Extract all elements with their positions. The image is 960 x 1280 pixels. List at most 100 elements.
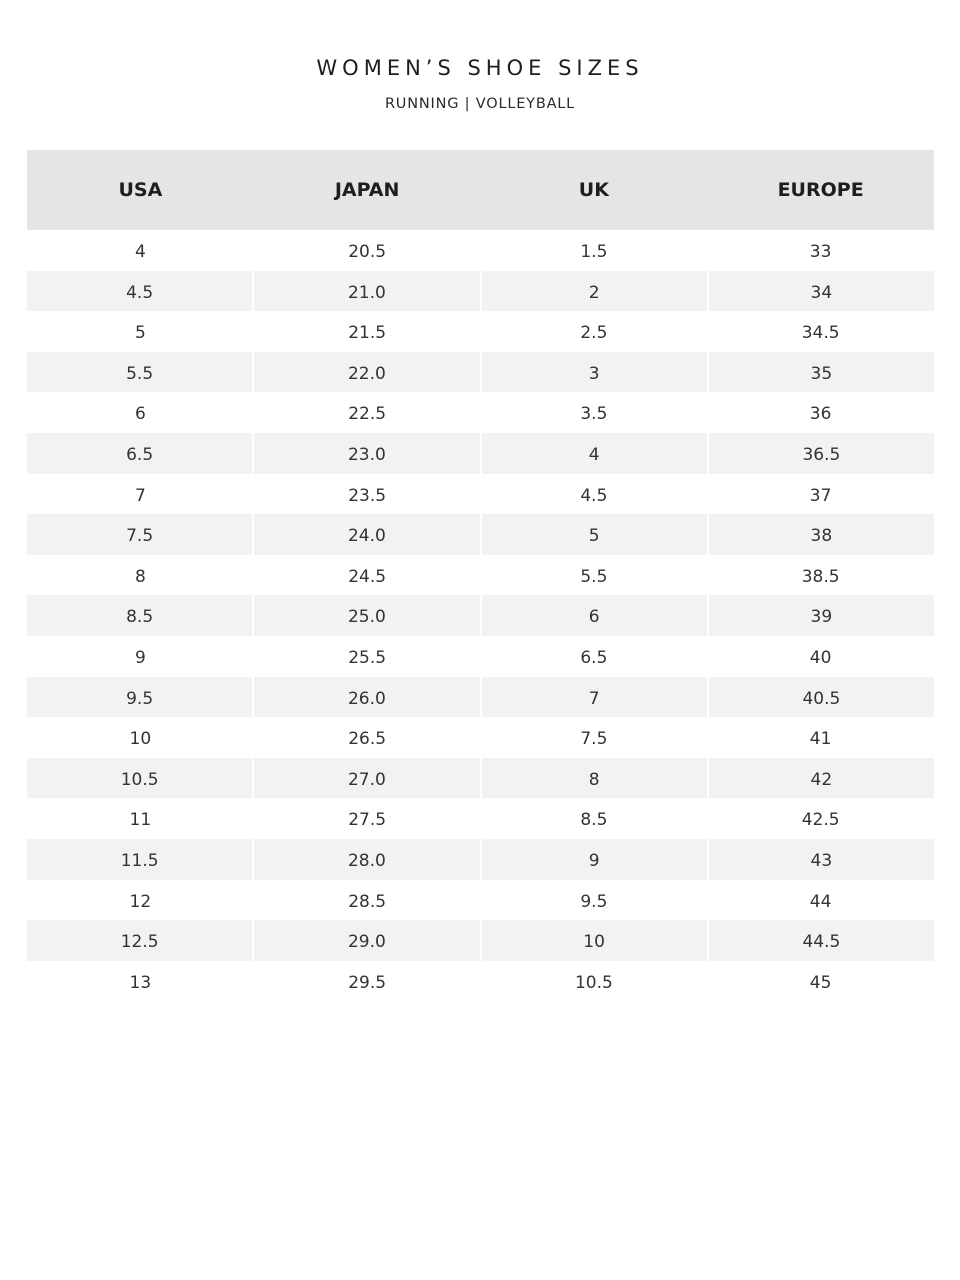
cell-uk: 6.5 — [580, 647, 608, 668]
table-body: 4 20.5 1.5 33 4.5 21.0 2 34 5 21.5 2.5 34.5 5.5 22.0 3… — [27, 230, 934, 1001]
table-row: 6 22.5 3.5 36 — [27, 392, 934, 433]
cell-europe: 38.5 — [801, 566, 840, 587]
cell-usa: 11.5 — [27, 838, 253, 880]
cell-japan: 24.0 — [252, 514, 480, 555]
cell-uk: 4.5 — [580, 485, 608, 506]
cell-europe: 43 — [706, 838, 934, 880]
cell-europe: 40.5 — [706, 676, 934, 718]
table-row: 10.5 27.0 8 42 — [27, 757, 934, 799]
cell-europe: 40 — [809, 647, 832, 668]
cell-uk: 5 — [479, 514, 707, 555]
cell-uk: 7 — [479, 676, 707, 718]
cell-usa: 9 — [134, 647, 146, 668]
cell-uk: 3.5 — [580, 404, 608, 425]
table-row: 5.5 22.0 3 35 — [27, 351, 934, 393]
cell-europe: 34 — [706, 270, 934, 312]
cell-japan: 25.5 — [348, 647, 387, 668]
cell-uk: 9 — [479, 838, 707, 880]
cell-japan: 29.5 — [348, 972, 387, 993]
page-subtitle: RUNNING | VOLLEYBALL — [384, 96, 576, 112]
cell-uk: 5.5 — [580, 566, 608, 587]
cell-europe: 34.5 — [801, 323, 840, 344]
cell-usa: 5 — [134, 323, 146, 344]
cell-usa: 12.5 — [27, 920, 253, 961]
cell-uk: 8 — [479, 757, 707, 799]
cell-europe: 44 — [809, 891, 832, 912]
cell-uk: 2.5 — [580, 323, 608, 344]
cell-japan: 28.0 — [252, 838, 480, 880]
table-row: 8 24.5 5.5 38.5 — [27, 555, 934, 596]
cell-japan: 22.5 — [348, 404, 387, 425]
cell-uk: 3 — [479, 351, 707, 393]
cell-usa: 9.5 — [27, 676, 253, 718]
cell-japan: 27.5 — [348, 810, 387, 831]
cell-europe: 35 — [706, 351, 934, 393]
table-row: 4 20.5 1.5 33 — [27, 230, 934, 271]
cell-usa: 10.5 — [27, 757, 253, 799]
cell-japan: 26.5 — [348, 729, 387, 750]
cell-europe: 42.5 — [801, 810, 840, 831]
column-header-usa: USA — [118, 179, 163, 201]
cell-europe: 44.5 — [706, 920, 934, 961]
cell-usa: 7 — [134, 485, 146, 506]
cell-europe: 41 — [809, 729, 832, 750]
table-row: 9 25.5 6.5 40 — [27, 636, 934, 677]
cell-europe: 45 — [809, 972, 832, 993]
cell-usa: 8.5 — [27, 595, 253, 636]
table-row: 12.5 29.0 10 44.5 — [27, 920, 934, 961]
table-row: 12 28.5 9.5 44 — [27, 880, 934, 921]
cell-uk: 10.5 — [574, 972, 613, 993]
column-header-europe: EUROPE — [777, 179, 864, 201]
table-row: 5 21.5 2.5 34.5 — [27, 311, 934, 352]
cell-uk: 6 — [479, 595, 707, 636]
cell-japan: 22.0 — [252, 351, 480, 393]
cell-usa: 13 — [129, 972, 152, 993]
cell-usa: 7.5 — [27, 514, 253, 555]
table-row: 11 27.5 8.5 42.5 — [27, 798, 934, 839]
cell-japan: 21.0 — [252, 270, 480, 312]
cell-japan: 25.0 — [252, 595, 480, 636]
cell-uk: 10 — [479, 920, 707, 961]
cell-usa: 6.5 — [27, 432, 253, 474]
cell-japan: 20.5 — [348, 242, 387, 262]
page-title: WOMEN’S SHOE SIZES — [316, 56, 644, 80]
cell-europe: 39 — [706, 595, 934, 636]
cell-japan: 21.5 — [348, 323, 387, 344]
table-row: 4.5 21.0 2 34 — [27, 270, 934, 312]
column-header-japan: JAPAN — [334, 179, 400, 201]
cell-uk: 7.5 — [580, 729, 608, 750]
cell-uk: 8.5 — [580, 810, 608, 831]
cell-usa: 10 — [129, 729, 152, 750]
table-row: 7 23.5 4.5 37 — [27, 474, 934, 515]
cell-usa: 6 — [134, 404, 146, 425]
cell-uk: 2 — [479, 270, 707, 312]
cell-uk: 9.5 — [580, 891, 608, 912]
table-row: 10 26.5 7.5 41 — [27, 717, 934, 758]
table-row: 13 29.5 10.5 45 — [27, 961, 934, 1002]
cell-europe: 42 — [706, 757, 934, 799]
cell-japan: 24.5 — [348, 566, 387, 587]
cell-europe: 36.5 — [706, 432, 934, 474]
cell-europe: 37 — [809, 485, 832, 506]
cell-japan: 23.5 — [348, 485, 387, 506]
cell-usa: 4 — [134, 242, 146, 262]
cell-usa: 5.5 — [27, 351, 253, 393]
cell-usa: 11 — [129, 810, 152, 831]
table-row: 6.5 23.0 4 36.5 — [27, 432, 934, 474]
cell-uk: 4 — [479, 432, 707, 474]
table-row: 11.5 28.0 9 43 — [27, 838, 934, 880]
table-row: 8.5 25.0 6 39 — [27, 595, 934, 636]
cell-usa: 4.5 — [27, 270, 253, 312]
cell-uk: 1.5 — [580, 242, 608, 262]
cell-europe: 36 — [809, 404, 832, 425]
cell-japan: 27.0 — [252, 757, 480, 799]
table-header: USA JAPAN UK EUROPE — [27, 150, 934, 230]
size-table: USA JAPAN UK EUROPE 4 20.5 1.5 33 4.5 21.0 2 34… — [27, 150, 934, 1001]
column-header-uk: UK — [578, 179, 609, 201]
cell-usa: 8 — [134, 566, 146, 587]
cell-europe: 38 — [706, 514, 934, 555]
cell-europe: 33 — [809, 242, 832, 262]
cell-japan: 29.0 — [252, 920, 480, 961]
table-row: 9.5 26.0 7 40.5 — [27, 676, 934, 718]
cell-japan: 28.5 — [348, 891, 387, 912]
